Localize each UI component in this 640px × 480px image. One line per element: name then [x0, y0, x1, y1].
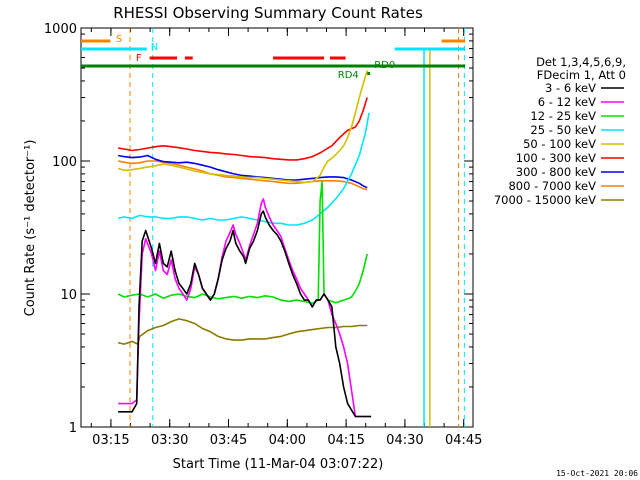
flag-bars: S NF RD0 RD4 [81, 34, 466, 81]
x-axis-label: Start Time (11-Mar-04 03:07:22) [173, 457, 384, 472]
event-markers [129, 28, 465, 427]
series-line-5 [118, 97, 368, 161]
legend-label: 6 - 12 keV [538, 95, 596, 109]
legend-header: FDecim 1, Att 0 [537, 68, 626, 82]
legend: Det 1,3,4,5,6,9,FDecim 1, Att 03 - 6 keV… [494, 55, 626, 207]
series-line-3 [118, 112, 370, 226]
flag-label-rd4: RD4 [338, 70, 359, 81]
flag-label-f: F [136, 53, 142, 64]
series-line-7 [118, 160, 368, 191]
timestamp: 15-Oct-2021 20:06 [556, 469, 638, 478]
series-line-4 [117, 70, 368, 184]
series-line-2 [117, 180, 368, 305]
x-tick-labels: 03:15 03:30 03:45 04:00 04:15 04:30 04:45 [92, 433, 482, 448]
x-tick-label: 04:30 [386, 433, 423, 448]
plot-frame [80, 27, 474, 428]
legend-label: 800 - 7000 keV [508, 179, 596, 193]
legend-label: 300 - 800 keV [516, 165, 596, 179]
legend-label: 7000 - 15000 keV [494, 193, 596, 207]
legend-label: 3 - 6 keV [545, 81, 596, 95]
rd4-marker [367, 72, 371, 75]
flag-label-s: S [116, 34, 122, 45]
flag-label-n: N [151, 42, 158, 53]
legend-label: 50 - 100 keV [523, 137, 596, 151]
x-tick-label: 03:15 [92, 433, 129, 448]
y-tick-label: 10 [60, 288, 77, 303]
chart-title: RHESSI Observing Summary Count Rates [113, 4, 423, 22]
y-tick-label: 100 [52, 155, 77, 170]
series-line-6 [118, 154, 368, 189]
series-line-1 [118, 198, 372, 418]
legend-label: 12 - 25 keV [530, 109, 596, 123]
flag-label-rd0: RD0 [374, 60, 395, 71]
series-line-8 [118, 318, 368, 345]
legend-header: Det 1,3,4,5,6,9, [536, 55, 626, 69]
axis-ticks [81, 27, 473, 428]
y-tick-label: 1000 [44, 22, 77, 37]
y-tick-label: 1 [69, 421, 77, 436]
legend-label: 100 - 300 keV [516, 151, 596, 165]
series-line-0 [118, 210, 372, 418]
x-tick-label: 04:45 [445, 433, 482, 448]
x-tick-label: 04:00 [269, 433, 306, 448]
y-tick-labels: 1 10 100 1000 [44, 22, 77, 436]
x-tick-label: 03:45 [210, 433, 247, 448]
series-lines [117, 70, 372, 418]
x-tick-label: 04:15 [327, 433, 364, 448]
x-tick-label: 03:30 [151, 433, 188, 448]
y-axis-label: Count Rate (s⁻¹ detector⁻¹) [23, 140, 38, 317]
legend-label: 25 - 50 keV [530, 123, 596, 137]
